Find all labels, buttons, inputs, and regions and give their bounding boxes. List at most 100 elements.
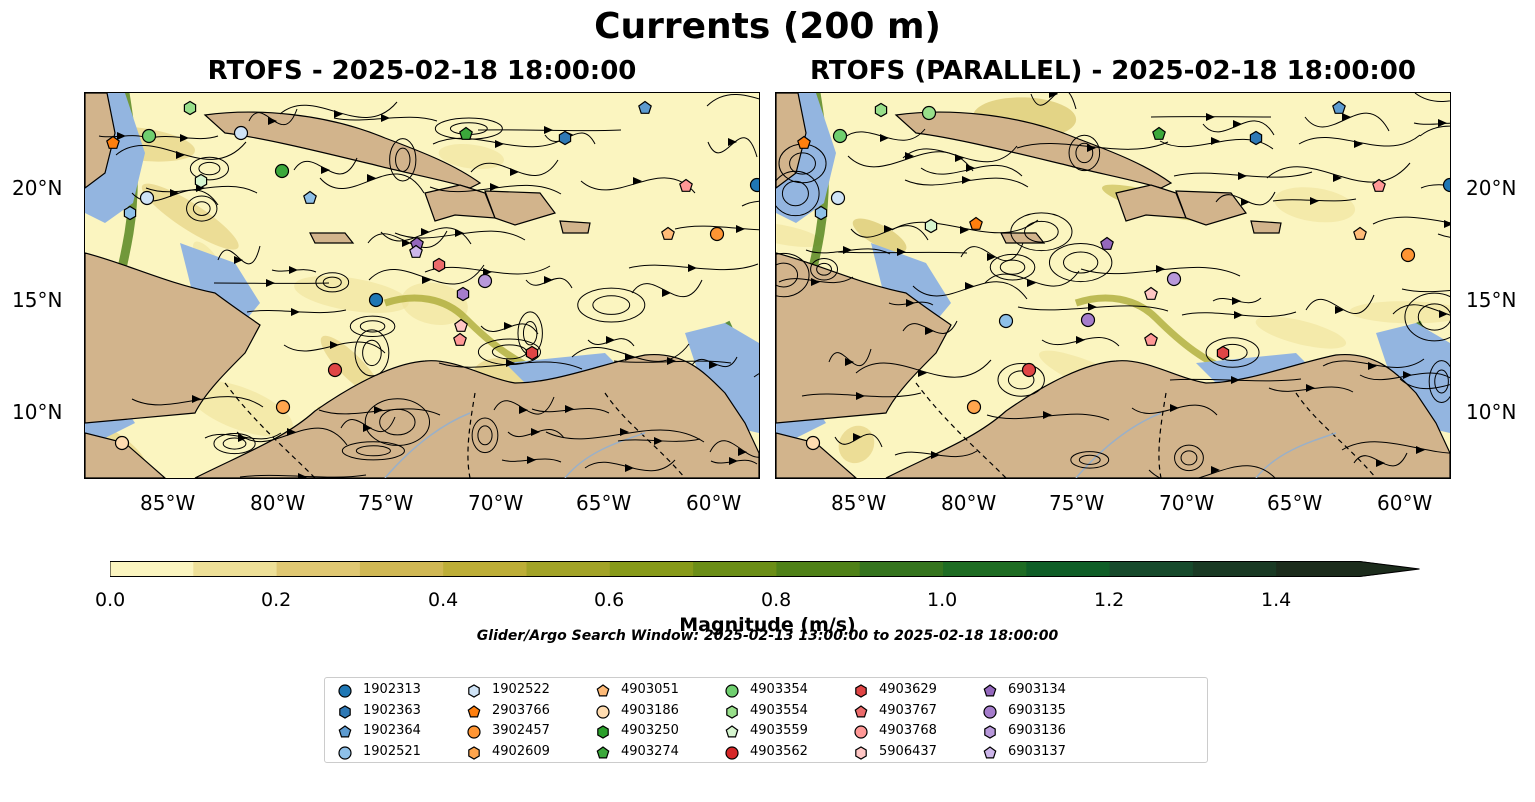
colorbar-tick: 0.2 (261, 589, 292, 611)
circle-icon (467, 725, 481, 739)
streamlines (776, 93, 1450, 478)
float-marker (194, 173, 208, 189)
float-marker (874, 102, 888, 118)
float-marker (749, 177, 759, 193)
colorbar-segment (776, 561, 861, 577)
colorbar-segment (1109, 561, 1194, 577)
float-markers (797, 100, 1450, 451)
legend-label: 4903354 (750, 682, 808, 697)
colorbar-segment (859, 561, 944, 577)
colorbar-tick: 1.0 (927, 589, 958, 611)
colorbar-segment (1026, 561, 1111, 577)
legend-label: 1902521 (363, 743, 421, 759)
lon-label-left: 60°W (686, 491, 742, 515)
float-marker (525, 345, 539, 361)
float-marker (921, 105, 937, 121)
hexagon-icon (597, 725, 609, 739)
float-marker (661, 226, 675, 240)
legend-label: 2903766 (492, 702, 550, 718)
float-marker (327, 362, 343, 378)
colorbar-outline (109, 561, 1420, 577)
rtofs-parallel-map (775, 92, 1451, 479)
lon-label-right: 70°W (1159, 491, 1215, 515)
legend-label: 4903051 (621, 682, 679, 697)
float-marker (679, 178, 693, 192)
colorbar-tick: 1.4 (1261, 589, 1292, 611)
legend-label: 4903186 (621, 702, 679, 718)
lon-label-right: 65°W (1267, 491, 1323, 515)
streamlines (98, 94, 759, 478)
lon-label-right: 80°W (941, 491, 997, 515)
colorbar-segment (526, 561, 611, 577)
colorbar-segment (443, 561, 527, 577)
colorbar-tick: 0.0 (95, 589, 126, 611)
lat-label-left: 10°N (12, 400, 63, 424)
float-marker (303, 190, 317, 204)
float-marker (998, 313, 1014, 329)
float-marker (1166, 271, 1182, 287)
circle-icon (338, 745, 352, 760)
float-marker (454, 318, 468, 332)
float-marker (1442, 177, 1450, 193)
legend-label: 1902363 (363, 702, 421, 718)
landmass (85, 93, 759, 478)
legend-label: 4903554 (750, 702, 808, 718)
float-marker (432, 257, 446, 273)
colorbar-segment (943, 561, 1027, 577)
legend-label: 6903136 (1008, 723, 1066, 738)
colorbar-segment (359, 561, 444, 577)
legend-label: 4903559 (750, 723, 808, 738)
colorbar-segment (193, 561, 278, 577)
float-marker (830, 190, 846, 206)
colorbar-segment (1192, 561, 1277, 577)
hexagon-icon (984, 725, 996, 739)
float-marker (141, 128, 157, 144)
circle-icon (338, 684, 352, 698)
colorbar-tick: 0.8 (761, 589, 792, 611)
circle-icon (725, 745, 739, 760)
lon-label-left: 65°W (576, 491, 632, 515)
lon-label-left: 85°W (140, 491, 196, 515)
float-marker (1144, 286, 1158, 300)
float-marker (123, 205, 137, 221)
pentagon-icon (596, 745, 610, 758)
lon-label-right: 85°W (831, 491, 887, 515)
circle-icon (725, 684, 739, 698)
lon-label-left: 70°W (468, 491, 524, 515)
float-marker (409, 244, 423, 258)
lat-label-left: 15°N (12, 288, 63, 312)
legend-label: 6903135 (1008, 702, 1066, 718)
circle-icon (854, 725, 868, 739)
lat-label-left: 20°N (12, 176, 63, 200)
legend-label: 4902609 (492, 743, 550, 759)
float-marker (1249, 130, 1263, 146)
hexagon-icon (855, 684, 867, 698)
legend-label: 4903629 (879, 682, 937, 697)
lon-label-right: 75°W (1049, 491, 1105, 515)
float-marker (797, 135, 811, 149)
colorbar-tick: 1.2 (1094, 589, 1125, 611)
rtofs-map (84, 92, 760, 479)
legend: 1902313 1902363 1902364 1902521 1902522 29037… (324, 677, 1208, 763)
lat-label-right: 10°N (1466, 400, 1517, 424)
hexagon-icon (468, 684, 480, 698)
legend-label: 4903768 (879, 723, 937, 738)
float-markers (106, 100, 759, 451)
colorbar-label: Magnitude (m/s) (679, 614, 856, 636)
circle-icon (596, 704, 610, 719)
lat-label-right: 15°N (1466, 288, 1517, 312)
pentagon-icon (983, 684, 997, 697)
lat-label-right: 20°N (1466, 176, 1517, 200)
left-panel-title: RTOFS - 2025-02-18 18:00:00 (207, 56, 637, 86)
pentagon-icon (983, 745, 997, 758)
float-marker (1400, 247, 1416, 263)
colorbar-segment (276, 561, 361, 577)
rivers (384, 412, 646, 478)
pentagon-icon (854, 704, 868, 717)
hexagon-icon (855, 745, 867, 760)
legend-label: 1902522 (492, 682, 550, 697)
figure-title: Currents (200 m) (594, 6, 941, 47)
float-marker (233, 125, 249, 141)
float-marker (114, 435, 130, 451)
hexagon-icon (726, 704, 738, 719)
